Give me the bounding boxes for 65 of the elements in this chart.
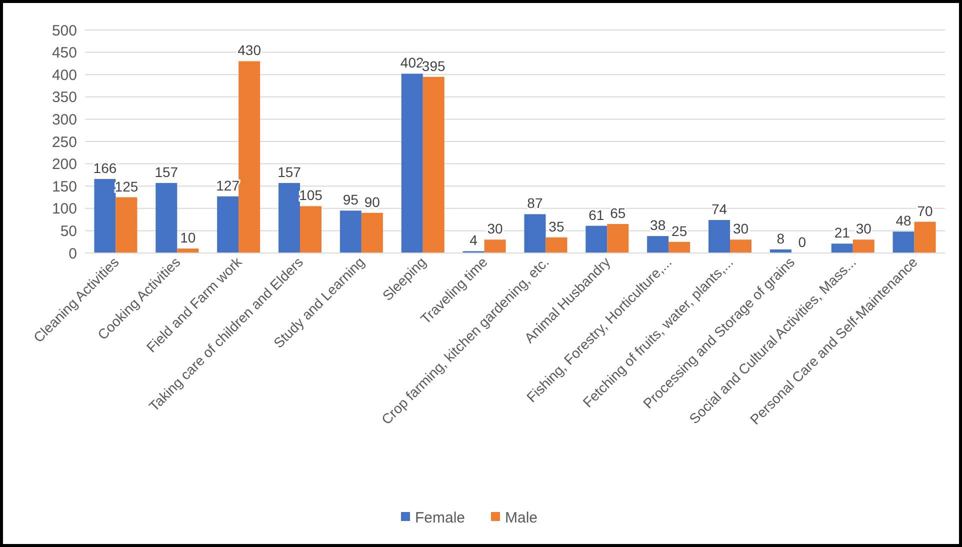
data-label: 395	[422, 58, 446, 74]
data-label: 157	[278, 164, 302, 180]
data-label: 87	[527, 195, 543, 212]
y-tick-label: 150	[52, 178, 77, 196]
data-label: 25	[672, 222, 688, 239]
bar	[852, 240, 874, 253]
legend-label: Male	[505, 509, 538, 526]
data-label: 38	[650, 217, 666, 234]
y-tick-label: 500	[52, 22, 77, 40]
data-label: 48	[896, 212, 912, 229]
bar	[217, 196, 239, 253]
data-label: 105	[299, 187, 323, 204]
bar	[238, 61, 260, 253]
data-label: 8	[776, 230, 785, 246]
bar	[94, 178, 116, 253]
bar	[156, 182, 178, 253]
bar	[300, 206, 322, 253]
y-tick-label: 200	[52, 156, 77, 174]
bar	[361, 212, 383, 253]
data-label: 125	[114, 178, 138, 194]
bar	[708, 220, 730, 253]
bar	[831, 244, 853, 253]
data-label: 157	[154, 164, 178, 180]
y-tick-label: 450	[52, 44, 77, 62]
y-tick-label: 100	[52, 200, 77, 218]
data-label: 65	[610, 205, 626, 222]
bar	[668, 242, 690, 253]
data-label: 70	[917, 202, 934, 219]
data-label: 10	[180, 230, 196, 246]
data-label: 90	[364, 194, 380, 210]
y-tick-label: 300	[52, 111, 77, 128]
data-label: 35	[548, 218, 564, 234]
data-label: 95	[342, 192, 359, 208]
bar	[401, 74, 423, 253]
y-tick-label: 400	[52, 66, 77, 84]
data-label: 74	[711, 200, 728, 217]
data-label: 30	[856, 220, 872, 237]
bar	[116, 197, 138, 253]
bar	[524, 214, 546, 253]
bar	[607, 224, 629, 253]
bar	[340, 210, 362, 253]
data-label: 166	[93, 160, 117, 176]
bar	[730, 240, 752, 253]
bar	[914, 222, 936, 253]
data-label: 21	[834, 224, 850, 241]
bar	[422, 76, 444, 253]
bar	[546, 237, 568, 253]
y-tick-label: 50	[60, 222, 77, 240]
y-tick-label: 250	[52, 134, 77, 151]
bar	[647, 236, 669, 253]
bar	[177, 248, 199, 253]
bar	[484, 240, 506, 253]
data-label: 4	[470, 232, 478, 248]
y-tick-label: 350	[52, 89, 77, 106]
data-label: 430	[238, 42, 262, 58]
data-label: 30	[732, 220, 749, 237]
legend-label: Female	[415, 509, 466, 526]
bar	[586, 226, 608, 253]
bar	[278, 182, 300, 253]
bar	[892, 232, 914, 253]
data-label: 402	[400, 54, 424, 71]
y-tick-label: 0	[68, 245, 77, 262]
data-label: 61	[588, 206, 604, 223]
data-label: 30	[487, 220, 504, 237]
data-label: 0	[798, 234, 806, 250]
